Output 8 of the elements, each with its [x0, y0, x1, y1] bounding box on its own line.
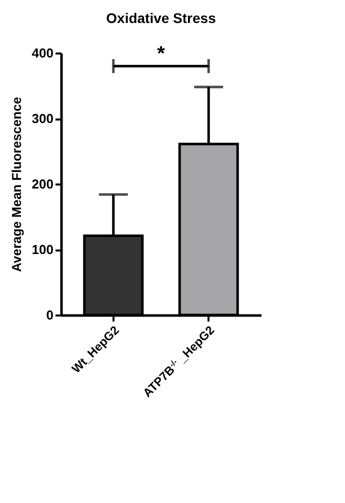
- annotation: *: [157, 43, 166, 66]
- y-axis-title: Average Mean Fluorescence: [8, 96, 24, 272]
- chart-title: Oxidative Stress: [106, 10, 216, 26]
- y-tick-label: 100: [32, 242, 54, 257]
- y-tick-label: 300: [32, 111, 54, 126]
- y-tick-label: 0: [46, 308, 54, 322]
- y-tick-label: 400: [32, 46, 54, 60]
- y-tick-label: 200: [32, 176, 54, 192]
